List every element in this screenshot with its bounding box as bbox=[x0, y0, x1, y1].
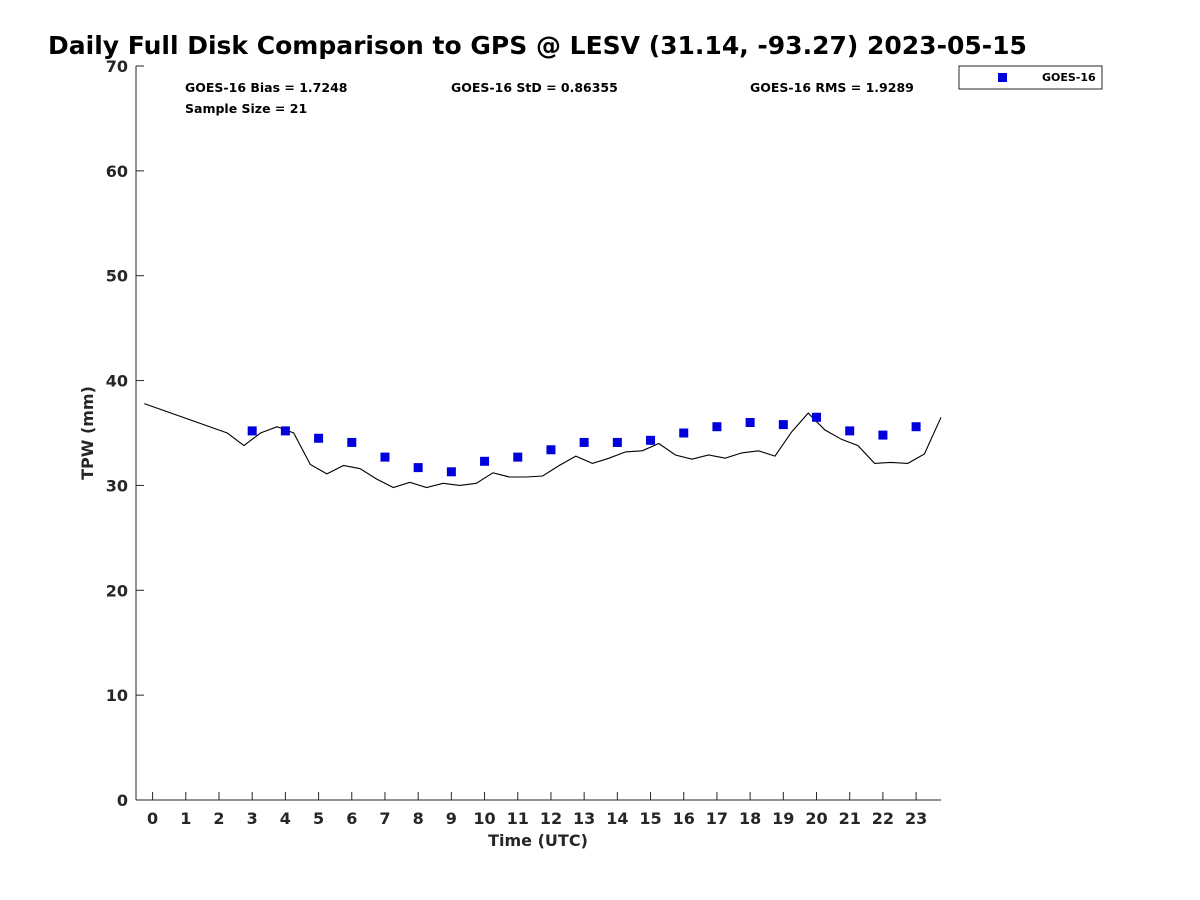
goes16-point bbox=[878, 430, 888, 440]
goes16-point bbox=[911, 422, 921, 432]
y-axis-label: TPW (mm) bbox=[78, 386, 97, 480]
y-tick-label: 40 bbox=[106, 372, 128, 391]
x-axis-label: Time (UTC) bbox=[488, 831, 588, 850]
gps-line-series bbox=[144, 403, 942, 489]
stat-rms: GOES-16 RMS = 1.9289 bbox=[750, 80, 914, 95]
x-tick-label: 2 bbox=[213, 809, 224, 828]
x-tick-label: 12 bbox=[540, 809, 562, 828]
stat-std: GOES-16 StD = 0.86355 bbox=[451, 80, 618, 95]
x-tick-label: 17 bbox=[706, 809, 728, 828]
goes16-point bbox=[546, 445, 556, 455]
legend: GOES-16 bbox=[958, 65, 1103, 90]
y-tick-label: 0 bbox=[117, 791, 128, 810]
goes16-point bbox=[778, 420, 788, 430]
goes16-point bbox=[513, 452, 523, 462]
y-tick-label: 10 bbox=[106, 686, 128, 705]
x-tick-label: 13 bbox=[573, 809, 595, 828]
x-tick-label: 4 bbox=[280, 809, 291, 828]
x-tick-label: 16 bbox=[673, 809, 695, 828]
x-tick-label: 18 bbox=[739, 809, 761, 828]
x-tick-label: 14 bbox=[606, 809, 628, 828]
x-tick-label: 10 bbox=[473, 809, 495, 828]
y-tick-label: 20 bbox=[106, 581, 128, 600]
goes16-point bbox=[380, 452, 390, 462]
y-tick-label: 60 bbox=[106, 162, 128, 181]
x-tick-label: 11 bbox=[507, 809, 529, 828]
goes16-point bbox=[413, 463, 423, 473]
legend-box bbox=[958, 65, 1103, 90]
x-tick-label: 8 bbox=[413, 809, 424, 828]
goes16-point bbox=[679, 428, 689, 438]
x-tick-label: 22 bbox=[872, 809, 894, 828]
stat-sample-size: Sample Size = 21 bbox=[185, 101, 307, 116]
goes16-point bbox=[480, 456, 490, 466]
goes16-point bbox=[579, 437, 589, 447]
x-tick-label: 3 bbox=[247, 809, 258, 828]
y-tick-label: 50 bbox=[106, 267, 128, 286]
goes16-point bbox=[280, 426, 290, 436]
goes16-point bbox=[845, 426, 855, 436]
plot-axes bbox=[135, 66, 941, 801]
stat-bias: GOES-16 Bias = 1.7248 bbox=[185, 80, 347, 95]
x-tick-label: 7 bbox=[379, 809, 390, 828]
x-tick-label: 9 bbox=[446, 809, 457, 828]
y-tick-label: 70 bbox=[106, 57, 128, 76]
gps-line bbox=[144, 403, 942, 489]
goes16-point bbox=[712, 422, 722, 432]
goes16-point bbox=[347, 437, 357, 447]
y-tick-label: 30 bbox=[106, 476, 128, 495]
x-tick-label: 0 bbox=[147, 809, 158, 828]
goes16-points bbox=[247, 412, 921, 477]
goes16-point bbox=[745, 418, 755, 428]
goes16-point bbox=[247, 426, 257, 436]
goes16-point bbox=[812, 412, 822, 422]
x-tick-label: 1 bbox=[180, 809, 191, 828]
legend-marker bbox=[998, 73, 1007, 82]
goes16-point bbox=[446, 467, 456, 477]
goes16-point bbox=[612, 437, 622, 447]
x-tick-label: 23 bbox=[905, 809, 927, 828]
y-axis-ticks: 0 10 20 30 40 50 60 70 bbox=[106, 57, 144, 810]
x-tick-label: 5 bbox=[313, 809, 324, 828]
x-axis-ticks: 0 1 2 3 4 5 6 7 8 9 10 11 12 13 14 15 16 17 18 19 20 21 22 23 bbox=[147, 792, 927, 828]
x-tick-label: 6 bbox=[346, 809, 357, 828]
legend-label: GOES-16 bbox=[1042, 71, 1096, 84]
goes16-point bbox=[646, 435, 656, 445]
chart-title: Daily Full Disk Comparison to GPS @ LESV… bbox=[48, 31, 1027, 60]
x-tick-label: 20 bbox=[805, 809, 827, 828]
x-tick-label: 21 bbox=[839, 809, 861, 828]
x-tick-label: 19 bbox=[772, 809, 794, 828]
goes16-point bbox=[314, 433, 324, 443]
x-tick-label: 15 bbox=[639, 809, 661, 828]
